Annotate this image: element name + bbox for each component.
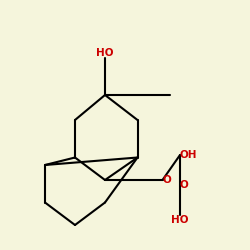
Text: HO: HO <box>171 215 189 225</box>
Text: OH: OH <box>180 150 198 160</box>
Text: HO: HO <box>96 48 114 58</box>
Text: O: O <box>180 180 189 190</box>
Text: O: O <box>162 175 171 185</box>
